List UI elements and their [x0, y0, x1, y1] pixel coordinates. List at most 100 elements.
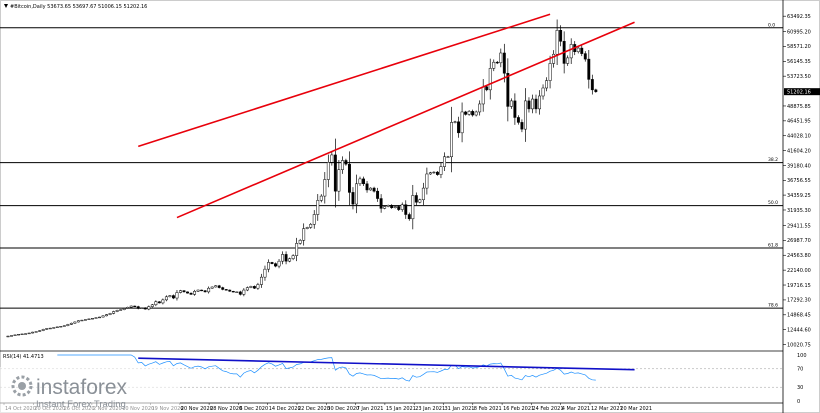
candle [516, 115, 520, 125]
candle [105, 314, 109, 317]
fib-level-label: 78.6 [768, 303, 778, 309]
candle [400, 202, 404, 212]
candle [545, 77, 549, 92]
price-tick-label: 63492.35 [787, 14, 811, 20]
candle [460, 102, 464, 143]
candle [541, 84, 545, 100]
candle [379, 194, 383, 213]
price-axis: 63492.35 60995.20 58571.20 56145.35 53723.50… [783, 14, 811, 348]
price-tick-label: 53723.50 [787, 74, 811, 80]
candle [319, 194, 323, 203]
candle [509, 98, 513, 109]
price-tick-label: 58571.20 [787, 44, 811, 50]
candle [267, 259, 270, 273]
candle [200, 289, 204, 292]
candle [435, 171, 439, 176]
candle [411, 184, 415, 230]
candle [330, 151, 334, 166]
candle [122, 307, 126, 311]
candle [259, 273, 263, 288]
candle [365, 181, 369, 193]
candle [344, 158, 348, 166]
candle [298, 238, 302, 245]
candle [112, 310, 116, 315]
candle [186, 291, 189, 294]
candle [17, 333, 21, 336]
candle [439, 163, 443, 179]
rsi-tick-label: 30 [797, 385, 803, 391]
candle [576, 46, 580, 54]
candle [587, 50, 591, 89]
candle [52, 327, 56, 329]
candle [502, 43, 506, 83]
price-tick-label: 39180.40 [787, 163, 811, 169]
candle [45, 328, 49, 330]
candle [171, 294, 175, 300]
candle [83, 319, 87, 321]
candle [351, 187, 355, 210]
candle [302, 223, 306, 246]
candle [13, 334, 17, 336]
fib-level-label: 38.2 [768, 157, 778, 163]
price-tick-label: 44028.10 [787, 134, 811, 140]
candle [221, 286, 225, 291]
watermark-brand: instaforex [36, 376, 128, 399]
candle [238, 290, 242, 296]
fib-level-label: 61.8 [768, 242, 778, 248]
candle [312, 210, 316, 229]
candle [129, 305, 133, 308]
time-tick-label: 31 Jan 2021 [445, 406, 475, 412]
candle [94, 317, 98, 319]
time-tick-label: 14 Dec 2020 [269, 406, 301, 412]
candle [6, 335, 10, 338]
rsi-tick-label: 0 [797, 399, 800, 405]
rsi-panel [0, 354, 783, 388]
time-tick-label: 20 Nov 2020 [181, 406, 213, 412]
candle [41, 328, 45, 332]
candle [108, 312, 112, 316]
candle [91, 317, 94, 320]
rsi-tick-label: 70 [797, 367, 803, 373]
candle [270, 261, 274, 265]
rsi-trendline [138, 357, 635, 371]
dropdown-triangle-icon[interactable] [4, 4, 8, 8]
candle [55, 326, 59, 328]
candle [538, 90, 541, 115]
current-price-label: 51202.16 [787, 89, 811, 95]
candle [31, 331, 35, 334]
candle [154, 300, 158, 307]
candle [34, 331, 38, 333]
candle [397, 205, 401, 211]
candle [404, 200, 408, 219]
candle [414, 192, 418, 206]
candle [369, 187, 373, 191]
candle [98, 316, 101, 319]
candle [249, 285, 253, 289]
candle [347, 151, 351, 206]
price-tick-label: 12444.60 [787, 327, 811, 333]
candle [62, 325, 66, 327]
time-tick-label: 20 Mar 2021 [620, 406, 652, 412]
candle [390, 204, 394, 209]
candle [443, 152, 446, 172]
candle [552, 50, 556, 68]
candle [175, 290, 179, 301]
candle [471, 109, 475, 117]
price-tick-label: 46451.95 [787, 119, 811, 125]
time-tick-label: 22 Dec 2020 [298, 406, 330, 412]
candle [179, 289, 182, 294]
channel-trendline [176, 21, 635, 219]
channel-trendline [137, 13, 551, 148]
candle [372, 186, 376, 193]
candle [450, 106, 453, 173]
chart-title: #Bitcoin,Daily 53673.65 53697.67 51006.1… [10, 4, 147, 10]
candle [182, 290, 186, 293]
time-tick-label: 16 Feb 2021 [503, 406, 534, 412]
candle [386, 204, 390, 208]
candle [499, 48, 503, 68]
candle [506, 58, 510, 122]
price-tick-label: 56145.35 [787, 59, 811, 65]
candle [474, 110, 478, 117]
candle [425, 167, 429, 195]
time-tick-label: 4 Mar 2021 [562, 406, 591, 412]
